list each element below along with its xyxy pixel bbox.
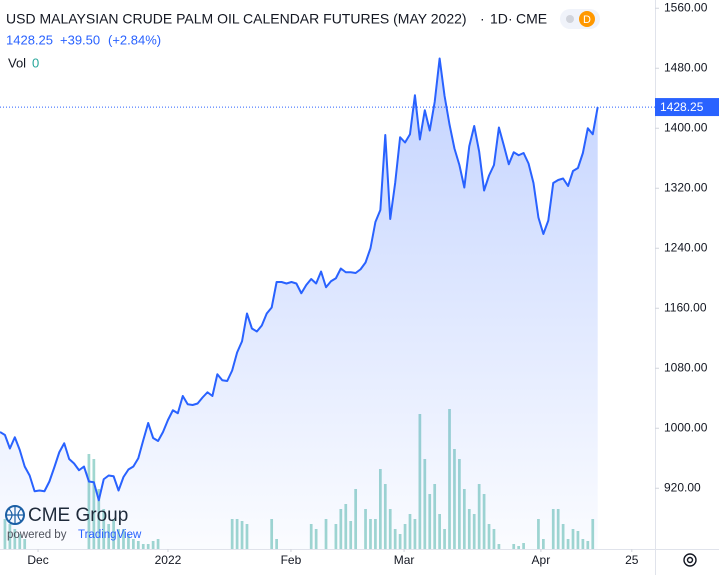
exchange: CME bbox=[516, 11, 547, 27]
header: USD MALAYSIAN CRUDE PALM OIL CALENDAR FU… bbox=[6, 9, 600, 70]
powered-by: powered by bbox=[7, 529, 67, 541]
logo-text: CME Group bbox=[28, 505, 128, 526]
platform: TradingView bbox=[78, 529, 142, 541]
logo-globe-lines bbox=[6, 506, 24, 524]
separator: · bbox=[480, 11, 485, 27]
y-tick-label: 920.00 bbox=[664, 480, 701, 494]
y-tick-label: 1160.00 bbox=[664, 300, 707, 314]
volume-value: 0 bbox=[32, 55, 39, 70]
title: USD MALAYSIAN CRUDE PALM OIL CALENDAR FU… bbox=[6, 11, 467, 27]
gear[interactable] bbox=[683, 553, 697, 567]
x-tick-label: Apr bbox=[532, 553, 551, 567]
gear-hub[interactable] bbox=[686, 556, 694, 564]
badge-label[interactable]: D bbox=[583, 14, 591, 26]
y-tick-label: 1320.00 bbox=[664, 180, 708, 194]
volume-label: Vol bbox=[8, 55, 26, 70]
plot: 920.00 1000.00 1080.00 1160.00 1240.00 1320.0… bbox=[0, 0, 719, 567]
badge-circle[interactable] bbox=[579, 11, 595, 27]
x-tick-label: 25 bbox=[625, 553, 639, 567]
x-tick-label: Mar bbox=[394, 553, 415, 567]
y-tick-label: 1560.00 bbox=[664, 0, 708, 14]
x-tick-label: Feb bbox=[281, 553, 302, 567]
y-tick-label: 1000.00 bbox=[664, 420, 708, 434]
change-percent: (+2.84%) bbox=[108, 32, 161, 47]
status-dot bbox=[566, 15, 574, 23]
separator: · bbox=[508, 11, 513, 27]
settings-icon[interactable] bbox=[683, 553, 697, 567]
last-price: 1428.25 bbox=[6, 32, 53, 47]
y-tick-label: 1400.00 bbox=[664, 120, 708, 134]
price-area bbox=[0, 58, 598, 549]
price-line bbox=[0, 57, 599, 502]
y-tick-label: 1080.00 bbox=[664, 360, 708, 374]
last-price-label: 1428.25 bbox=[660, 100, 704, 114]
x-tick-label: Dec bbox=[27, 553, 48, 567]
x-tick-label: 2022 bbox=[155, 553, 182, 567]
change: +39.50 bbox=[60, 32, 100, 47]
logo: CME Group powered by TradingView bbox=[5, 505, 142, 541]
interval: 1D bbox=[490, 11, 508, 27]
last-price-badge bbox=[655, 98, 719, 117]
y-tick-label: 1240.00 bbox=[664, 240, 708, 254]
y-tick-label: 1480.00 bbox=[664, 60, 708, 74]
